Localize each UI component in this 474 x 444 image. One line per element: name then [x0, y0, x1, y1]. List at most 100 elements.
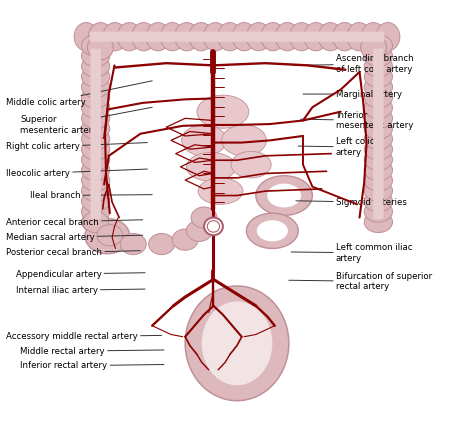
Ellipse shape	[172, 229, 198, 250]
Ellipse shape	[82, 128, 110, 150]
Text: Superior
mesenteric artery: Superior mesenteric artery	[20, 107, 152, 135]
Ellipse shape	[231, 151, 271, 178]
Ellipse shape	[275, 23, 299, 51]
Text: Median sacral artery: Median sacral artery	[6, 233, 143, 242]
Ellipse shape	[364, 201, 392, 222]
Text: Appendicular artery: Appendicular artery	[16, 270, 145, 278]
Ellipse shape	[347, 23, 371, 51]
Ellipse shape	[175, 23, 199, 51]
Ellipse shape	[82, 190, 110, 212]
Ellipse shape	[364, 97, 392, 119]
FancyBboxPatch shape	[84, 24, 390, 49]
Ellipse shape	[246, 23, 271, 51]
Ellipse shape	[333, 23, 357, 51]
Ellipse shape	[257, 220, 288, 242]
Text: Right colic artery: Right colic artery	[6, 143, 147, 151]
Ellipse shape	[364, 190, 392, 212]
Ellipse shape	[82, 97, 110, 119]
Ellipse shape	[364, 87, 392, 108]
Ellipse shape	[185, 286, 289, 400]
Text: Inferior rectal artery: Inferior rectal artery	[20, 361, 164, 370]
Text: Bifurcation of superior
rectal artery: Bifurcation of superior rectal artery	[289, 272, 432, 291]
Circle shape	[204, 218, 223, 235]
FancyBboxPatch shape	[90, 32, 384, 42]
Ellipse shape	[364, 170, 392, 191]
Ellipse shape	[82, 107, 110, 129]
Ellipse shape	[82, 56, 110, 77]
Text: Anterior cecal branch: Anterior cecal branch	[6, 218, 143, 226]
Ellipse shape	[82, 201, 110, 222]
Ellipse shape	[103, 23, 127, 51]
Ellipse shape	[182, 125, 227, 156]
Text: Ileocolic artery: Ileocolic artery	[6, 169, 147, 178]
Ellipse shape	[82, 211, 109, 233]
Ellipse shape	[218, 23, 242, 51]
Text: Middle rectal artery: Middle rectal artery	[20, 347, 164, 356]
Ellipse shape	[82, 159, 110, 181]
Ellipse shape	[304, 23, 328, 51]
Ellipse shape	[160, 23, 184, 51]
Text: Sigmoid arteries: Sigmoid arteries	[296, 198, 407, 206]
Ellipse shape	[186, 152, 236, 181]
Ellipse shape	[364, 45, 392, 67]
Ellipse shape	[197, 95, 249, 128]
Ellipse shape	[246, 213, 298, 249]
Ellipse shape	[364, 66, 392, 87]
Ellipse shape	[149, 234, 174, 255]
Text: Left common iliac
artery: Left common iliac artery	[291, 243, 412, 262]
Ellipse shape	[222, 125, 266, 156]
Ellipse shape	[364, 35, 392, 56]
Ellipse shape	[203, 23, 228, 51]
Ellipse shape	[82, 45, 110, 67]
Ellipse shape	[120, 234, 146, 255]
Ellipse shape	[201, 301, 273, 385]
Ellipse shape	[290, 23, 314, 51]
Ellipse shape	[82, 118, 110, 139]
Ellipse shape	[132, 23, 156, 51]
Text: Middle colic artery: Middle colic artery	[6, 81, 152, 107]
Ellipse shape	[364, 211, 392, 233]
Ellipse shape	[74, 23, 98, 51]
Ellipse shape	[361, 23, 385, 51]
Ellipse shape	[117, 23, 141, 51]
Text: Internal iliac artery: Internal iliac artery	[16, 286, 145, 295]
Text: Marginal artery: Marginal artery	[303, 90, 402, 99]
Text: Accessory middle rectal artery: Accessory middle rectal artery	[6, 332, 162, 341]
Text: Posterior cecal branch: Posterior cecal branch	[6, 248, 140, 258]
Ellipse shape	[364, 139, 392, 160]
Ellipse shape	[189, 23, 213, 51]
Ellipse shape	[191, 207, 217, 228]
FancyBboxPatch shape	[91, 48, 101, 219]
Ellipse shape	[364, 107, 392, 129]
Ellipse shape	[364, 56, 392, 77]
Text: Inferior
mesenteric artery: Inferior mesenteric artery	[301, 111, 413, 130]
Ellipse shape	[256, 176, 312, 215]
Ellipse shape	[376, 23, 400, 51]
Ellipse shape	[198, 178, 243, 204]
Ellipse shape	[82, 149, 110, 170]
Ellipse shape	[82, 170, 110, 191]
Ellipse shape	[82, 211, 110, 233]
Ellipse shape	[361, 36, 387, 60]
Ellipse shape	[364, 128, 392, 150]
Ellipse shape	[232, 23, 256, 51]
Ellipse shape	[87, 36, 113, 60]
Ellipse shape	[364, 76, 392, 98]
Text: Ileal branch: Ileal branch	[30, 191, 152, 200]
Text: Ascending branch
of left colic artery: Ascending branch of left colic artery	[293, 54, 414, 74]
FancyBboxPatch shape	[366, 44, 391, 224]
Ellipse shape	[82, 76, 110, 98]
Ellipse shape	[82, 87, 110, 108]
Ellipse shape	[82, 139, 110, 160]
Ellipse shape	[261, 23, 285, 51]
Text: Left colic
artery: Left colic artery	[298, 137, 374, 157]
Ellipse shape	[364, 118, 392, 139]
Ellipse shape	[82, 35, 110, 56]
Ellipse shape	[146, 23, 170, 51]
Ellipse shape	[97, 225, 123, 246]
Ellipse shape	[186, 220, 212, 242]
Ellipse shape	[267, 184, 301, 207]
Ellipse shape	[364, 180, 392, 202]
Ellipse shape	[82, 66, 110, 87]
Ellipse shape	[82, 180, 110, 202]
